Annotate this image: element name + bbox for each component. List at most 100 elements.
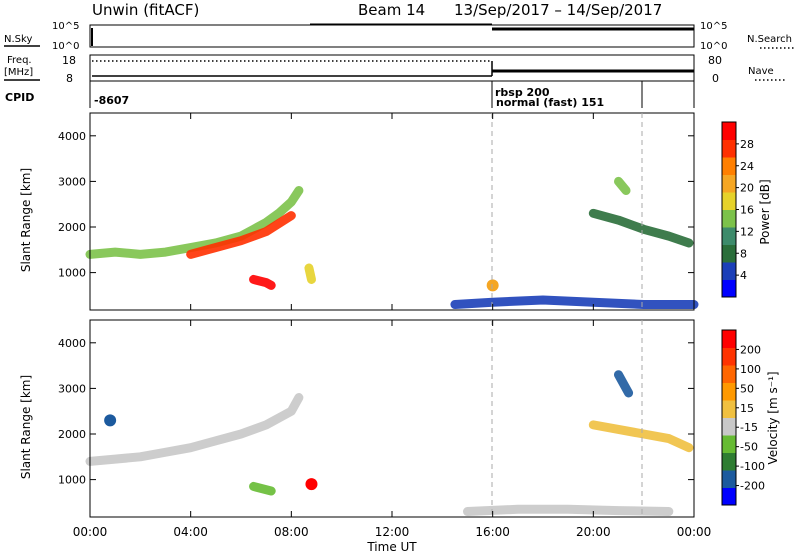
nave-tick-top: 80	[708, 54, 722, 67]
power-swatch	[722, 139, 736, 158]
power-swatch	[722, 174, 736, 193]
power-tick-label: 16	[740, 204, 754, 217]
echo-feature-3	[104, 414, 117, 427]
cpid-value-2: rbsp 200	[495, 86, 550, 99]
power-swatch	[722, 279, 736, 298]
velocity-swatch	[722, 365, 736, 383]
velocity-swatch	[722, 417, 736, 436]
echo-feature-3	[304, 263, 316, 284]
echo-feature-2	[305, 478, 318, 491]
echo-feature-6	[463, 504, 674, 517]
echo-feature-1	[186, 211, 296, 259]
velocity-swatch	[722, 435, 736, 453]
y-tick-label: 1000	[58, 267, 86, 280]
nsearch-tick-top: 10^5	[700, 21, 727, 32]
velocity-colorbar-label: Velocity [m s⁻¹]	[766, 371, 780, 464]
nave-label: Nave	[748, 66, 774, 77]
power-swatch	[722, 157, 736, 175]
nsky-panel	[89, 24, 695, 48]
echo-feature-4	[486, 279, 499, 292]
velocity-tick-label: 15	[740, 402, 754, 415]
power-tick-label: 28	[740, 138, 754, 151]
x-tick-label: 12:00	[375, 525, 410, 539]
freq-unit: [MHz]	[4, 67, 33, 78]
velocity-swatch	[722, 347, 736, 366]
nsky-tick-bottom: 10^0	[52, 41, 79, 52]
velocity-colorbar: 200 100 50 15 -15 -50 -100 -200	[721, 329, 765, 506]
x-tick-label: 04:00	[173, 525, 208, 539]
echo-feature-2	[249, 274, 276, 290]
velocity-tick-label: -15	[740, 421, 758, 434]
echo-feature-6	[614, 176, 631, 196]
power-tick-label: 12	[740, 225, 754, 238]
echo-feature-4	[588, 420, 694, 453]
echo-feature-5	[588, 208, 694, 248]
nsearch-label: N.Search	[747, 34, 792, 45]
power-swatch	[722, 122, 736, 140]
y-tick-label: 2000	[58, 221, 86, 234]
y-tick-label: 4000	[58, 337, 86, 350]
power-tick-label: 20	[740, 182, 754, 195]
velocity-frame	[721, 329, 737, 506]
power-swatch	[722, 209, 736, 228]
velocity-tick-label: -100	[740, 460, 765, 473]
x-axis: 00:00 04:00 08:00 12:00 16:00 20:00 00:00	[73, 113, 711, 539]
y-tick-label: 4000	[58, 130, 86, 143]
power-ylabel: Slant Range [km]	[19, 168, 33, 272]
power-swatch	[722, 227, 736, 245]
velocity-panel-bg	[90, 320, 694, 517]
cpid-value-1: -8607	[94, 94, 129, 107]
power-tick-label: 4	[740, 269, 747, 282]
velocity-tick-label: -50	[740, 441, 758, 454]
nsky-label: N.Sky	[4, 34, 32, 45]
y-tick-label: 2000	[58, 428, 86, 441]
x-tick-label: 08:00	[274, 525, 309, 539]
echo-feature-1	[249, 481, 276, 496]
power-y-axis: 1000 2000 3000 4000	[58, 130, 694, 280]
power-colorbar: 28 24 20 16 12 8 4	[721, 121, 754, 298]
freq-panel	[89, 54, 695, 82]
y-tick-label: 3000	[58, 382, 86, 395]
nsky-tick-top: 10^5	[52, 21, 79, 32]
power-tick-label: 8	[740, 247, 747, 260]
nave-tick-bottom: 0	[712, 72, 719, 85]
velocity-swatch	[722, 330, 736, 348]
power-swatch	[722, 244, 736, 263]
freq-label: Freq.	[7, 55, 32, 66]
freq-tick-bottom: 8	[66, 72, 73, 85]
velocity-tick-label: 200	[740, 343, 761, 356]
velocity-swatch	[722, 487, 736, 506]
x-axis-label: Time UT	[366, 540, 417, 554]
beam-label: Beam 14	[358, 1, 425, 19]
echo-feature-5	[614, 370, 634, 398]
velocity-tick-label: -200	[740, 480, 765, 493]
power-plot	[85, 176, 699, 310]
echo-feature-0	[85, 393, 304, 466]
power-colorbar-label: Power [dB]	[758, 179, 772, 244]
velocity-swatch	[722, 470, 736, 488]
velocity-tick-label: 100	[740, 363, 761, 376]
velocity-swatch	[722, 400, 736, 418]
cpid-value-3: normal (fast) 151	[496, 96, 604, 109]
velocity-swatch	[722, 382, 736, 401]
x-tick-label: 16:00	[475, 525, 510, 539]
power-swatch	[722, 262, 736, 280]
nsearch-tick-bottom: 10^0	[700, 41, 727, 52]
y-tick-label: 1000	[58, 474, 86, 487]
x-tick-label: 00:00	[73, 525, 108, 539]
power-tick-label: 24	[740, 160, 754, 173]
velocity-plot	[85, 370, 694, 517]
cpid-label: CPID	[5, 91, 34, 104]
date-range: 13/Sep/2017 – 14/Sep/2017	[454, 1, 662, 19]
station-title: Unwin (fitACF)	[92, 1, 199, 19]
x-tick-label: 20:00	[576, 525, 611, 539]
y-tick-label: 3000	[58, 175, 86, 188]
velocity-swatch	[722, 452, 736, 471]
velocity-y-axis: 1000 2000 3000 4000	[58, 337, 694, 487]
velocity-tick-label: 50	[740, 382, 754, 395]
power-swatch	[722, 192, 736, 210]
freq-tick-top: 18	[62, 54, 76, 67]
echo-feature-7	[450, 295, 699, 310]
velocity-ylabel: Slant Range [km]	[19, 375, 33, 479]
